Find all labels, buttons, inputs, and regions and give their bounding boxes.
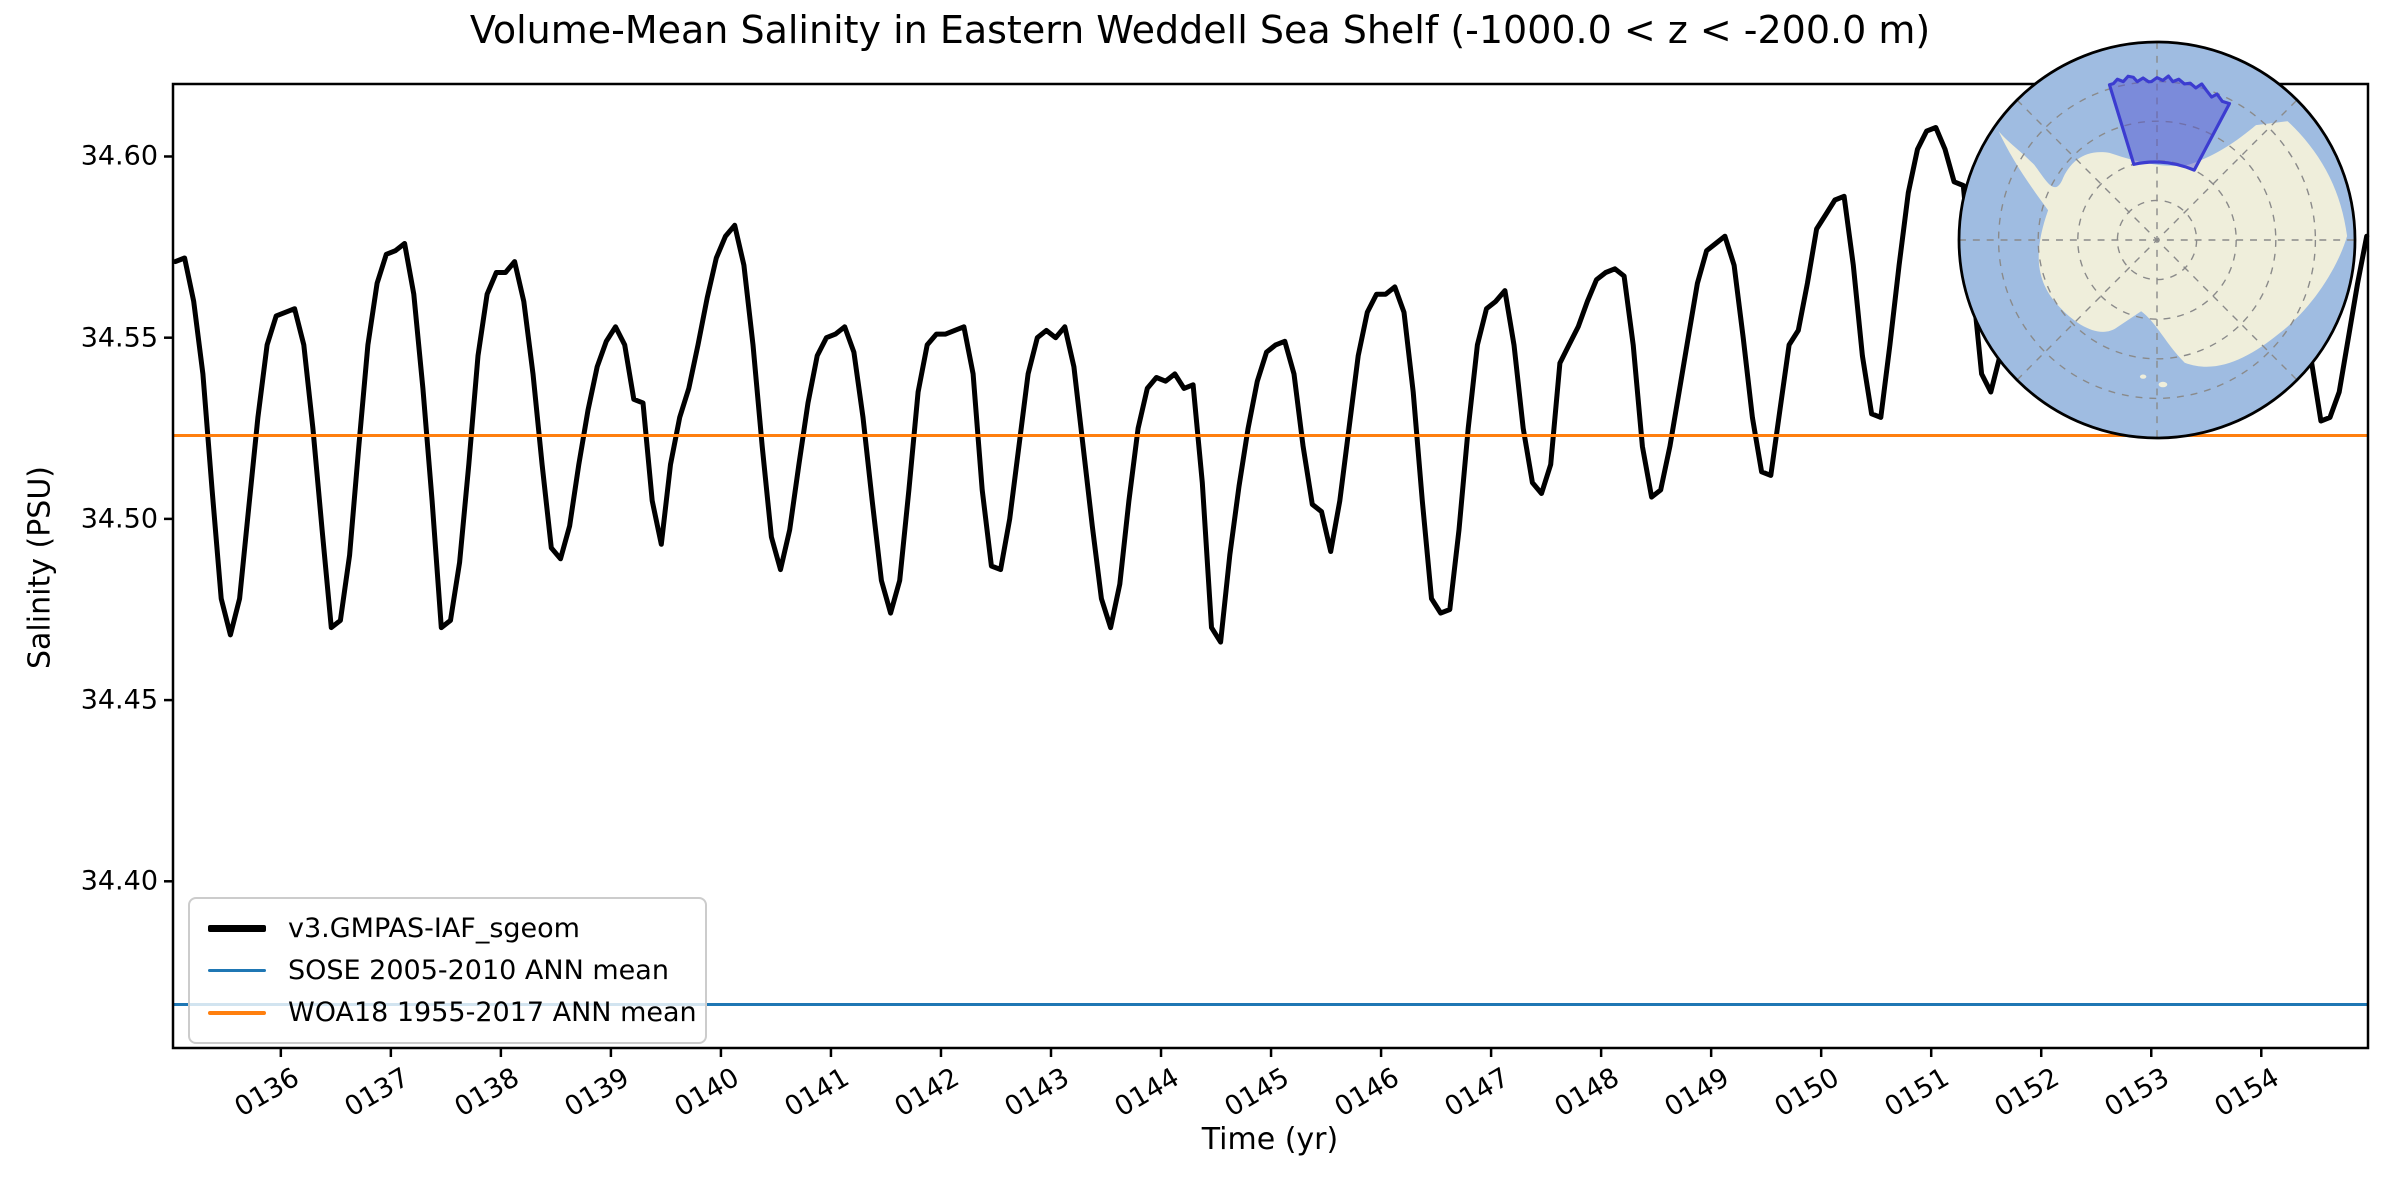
legend-box: v3.GMPAS-IAF_sgeom SOSE 2005-2010 ANN mea… <box>188 897 707 1044</box>
legend-label: v3.GMPAS-IAF_sgeom <box>288 912 580 944</box>
legend-line-swatch <box>208 1011 266 1015</box>
antarctic-inset-map <box>1957 40 2357 440</box>
legend-line-swatch <box>208 924 266 932</box>
highlighted-region-wedge <box>2107 74 2232 172</box>
legend-entry: WOA18 1955-2017 ANN mean <box>208 997 697 1028</box>
legend-entry: v3.GMPAS-IAF_sgeom <box>208 913 687 944</box>
map-island <box>2139 374 2147 379</box>
axes-layer <box>164 82 2370 1057</box>
legend-entry: SOSE 2005-2010 ANN mean <box>208 955 687 986</box>
chart-title: Volume-Mean Salinity in Eastern Weddell … <box>469 8 1931 52</box>
legend-line-swatch <box>208 968 266 973</box>
map-graticule <box>1959 42 2355 438</box>
antarctica-landmass <box>1998 121 2348 367</box>
map-boundary-circle <box>1957 40 2357 440</box>
legend-label: WOA18 1955-2017 ANN mean <box>288 997 697 1029</box>
map-island <box>2158 381 2168 388</box>
legend-label: SOSE 2005-2010 ANN mean <box>288 954 669 986</box>
